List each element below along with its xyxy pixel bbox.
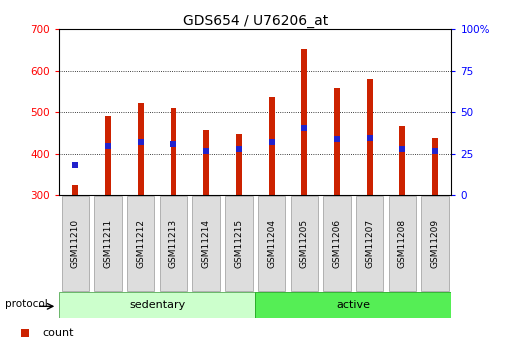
Text: GSM11206: GSM11206 [332,219,342,268]
Text: GSM11209: GSM11209 [430,219,440,268]
FancyBboxPatch shape [94,196,122,290]
Text: count: count [42,328,73,338]
Bar [301,49,307,195]
Bar [334,88,340,195]
Bar [400,126,405,195]
Text: GSM11204: GSM11204 [267,219,276,268]
FancyBboxPatch shape [290,196,318,290]
Text: GSM11215: GSM11215 [234,219,243,268]
Text: GSM11207: GSM11207 [365,219,374,268]
Bar [236,134,242,195]
Bar [105,116,111,195]
Text: protocol: protocol [5,299,48,309]
FancyBboxPatch shape [62,196,89,290]
FancyBboxPatch shape [356,196,383,290]
Text: GSM11214: GSM11214 [202,219,211,268]
FancyBboxPatch shape [127,196,154,290]
Text: GSM11213: GSM11213 [169,219,178,268]
Bar [367,79,372,195]
Bar [269,97,274,195]
FancyBboxPatch shape [421,196,449,290]
Bar [138,102,144,195]
Text: GSM11212: GSM11212 [136,219,145,268]
FancyBboxPatch shape [323,196,351,290]
Text: active: active [337,300,370,310]
Bar [203,129,209,195]
Title: GDS654 / U76206_at: GDS654 / U76206_at [183,14,328,28]
Bar [432,138,438,195]
FancyBboxPatch shape [389,196,416,290]
FancyBboxPatch shape [255,292,451,318]
Text: GSM11211: GSM11211 [104,219,112,268]
Text: GSM11208: GSM11208 [398,219,407,268]
FancyBboxPatch shape [160,196,187,290]
FancyBboxPatch shape [59,292,255,318]
Text: GSM11210: GSM11210 [71,219,80,268]
Bar [170,108,176,195]
FancyBboxPatch shape [225,196,252,290]
Bar [72,185,78,195]
Text: GSM11205: GSM11205 [300,219,309,268]
FancyBboxPatch shape [258,196,285,290]
Text: sedentary: sedentary [129,300,185,310]
FancyBboxPatch shape [192,196,220,290]
